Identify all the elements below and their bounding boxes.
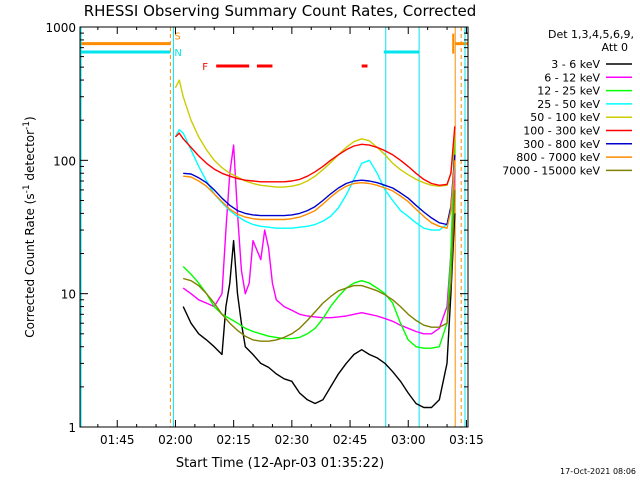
legend-label: 6 - 12 keV [544, 71, 600, 84]
y-axis-label-sup-1: -1 [22, 184, 32, 193]
generation-timestamp: 17-Oct-2021 08:06 [560, 467, 636, 476]
legend-label: 12 - 25 keV [537, 85, 600, 98]
y-axis-label-sup-2: -1 [22, 121, 32, 130]
series-line-7 [183, 160, 456, 229]
legend-label: 300 - 800 keV [523, 138, 600, 151]
x-tick-label: 02:00 [158, 433, 193, 447]
night-flag-label: N [174, 48, 181, 59]
x-tick-label: 03:00 [391, 433, 426, 447]
y-tick-label: 10 [61, 288, 76, 302]
y-tick-label: 1 [68, 421, 76, 435]
x-tick-label: 02:15 [216, 433, 251, 447]
legend-label: 3 - 6 keV [551, 58, 600, 71]
series-line-2 [182, 136, 456, 349]
x-tick-label: 02:30 [275, 433, 310, 447]
legend-label: 800 - 7000 keV [516, 151, 600, 164]
legend-label: 100 - 300 keV [523, 125, 600, 138]
legend-label: 50 - 100 keV [530, 111, 600, 124]
x-tick-label: 02:45 [333, 433, 368, 447]
series-line-5 [174, 126, 456, 187]
x-tick-label: 03:15 [449, 433, 484, 447]
saa-flag-label: S [174, 32, 180, 43]
y-tick-label: 100 [53, 154, 76, 168]
axis-ticks-group: 01:45 02:00 02:15 02:30 02:45 03:00 03:15 1 10 10… [45, 21, 483, 447]
y-axis-label: Corrected Count Rate (s-1 detector-1) [22, 116, 37, 337]
series-line-4 [174, 79, 456, 188]
x-axis-label: Start Time (12-Apr-03 01:35:22) [176, 456, 384, 471]
y-tick-label: 1000 [45, 21, 76, 35]
legend-label: 25 - 50 keV [537, 98, 600, 111]
x-tick-label: 01:45 [100, 433, 135, 447]
y-axis-label-end: ) [23, 116, 37, 121]
flare-flag-label: F [202, 62, 208, 73]
plot-data-group: SN F [80, 27, 468, 427]
y-axis-label-mid: detector [23, 130, 37, 185]
legend-subtitle: Att 0 [602, 41, 628, 54]
series-line-6 [183, 154, 456, 226]
y-axis-label-main: Corrected Count Rate (s [23, 193, 37, 337]
chart-title: RHESSI Observing Summary Count Rates, Co… [84, 2, 477, 20]
series-line-0 [182, 213, 456, 409]
plot-frame [79, 26, 469, 428]
legend-label: 7000 - 15000 keV [502, 164, 600, 177]
series-line-8 [183, 189, 456, 342]
legend-title: Det 1,3,4,5,6,9, [548, 28, 634, 41]
